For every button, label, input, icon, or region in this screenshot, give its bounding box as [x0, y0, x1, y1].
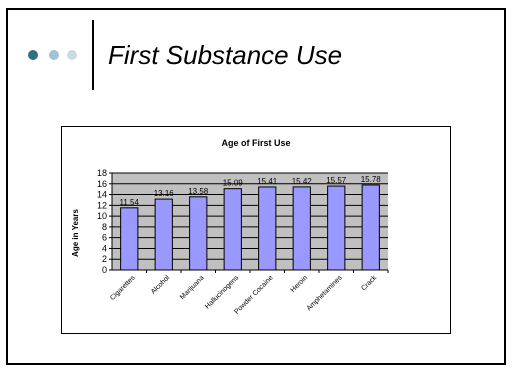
x-category-label: Marijuana: [179, 274, 206, 301]
data-label: 13.58: [188, 187, 209, 196]
data-label: 15.78: [361, 175, 382, 184]
x-category-label: Alcohol: [150, 274, 171, 295]
bar: [189, 196, 208, 271]
bar: [327, 185, 346, 271]
data-label: 15.57: [326, 176, 347, 185]
y-tick-label: 10: [97, 211, 107, 221]
bullet-dot-light: [67, 50, 77, 60]
data-label: 15.42: [292, 177, 313, 186]
bar: [258, 186, 277, 271]
x-category-label: Cigarettes: [109, 274, 137, 302]
y-axis-label: Age in Years: [71, 209, 80, 257]
bullet-dot-medium: [49, 50, 59, 60]
y-tick-label: 2: [102, 254, 107, 264]
bar: [361, 184, 380, 271]
y-tick-label: 0: [102, 265, 107, 275]
bullet-dot-dark: [28, 50, 38, 60]
slide-frame: [6, 8, 506, 365]
y-tick-label: 12: [97, 200, 107, 210]
y-tick-label: 8: [102, 222, 107, 232]
y-tick-label: 6: [102, 233, 107, 243]
bar: [292, 186, 311, 271]
y-tick-label: 16: [97, 179, 107, 189]
bar: [120, 207, 139, 271]
x-category-label: Crack: [360, 274, 378, 292]
plot-background: [112, 173, 388, 270]
slide-title: First Substance Use: [108, 40, 343, 70]
bar-chart: Age of First Use Age in Years 0246810121…: [71, 138, 389, 316]
chart-title: Age of First Use: [221, 138, 290, 148]
bar: [223, 188, 242, 271]
x-category-label: Powder Cocaine: [233, 274, 274, 315]
x-category-label: Amphetamines: [306, 274, 344, 312]
y-tick-label: 4: [102, 243, 107, 253]
data-label: 13.16: [154, 189, 175, 198]
y-tick-label: 14: [97, 190, 107, 200]
bar: [154, 198, 173, 271]
y-tick-label: 18: [97, 168, 107, 178]
data-label: 15.41: [257, 177, 278, 186]
data-label: 15.09: [223, 179, 244, 188]
chart-box: Age of First Use Age in Years 0 2 4 6 8 10 12 1…: [61, 126, 451, 334]
x-category-label: Heroin: [290, 274, 310, 294]
data-label: 11.54: [120, 198, 140, 207]
x-category-label: Hallucinogens: [204, 274, 240, 310]
title-divider: [92, 20, 94, 90]
